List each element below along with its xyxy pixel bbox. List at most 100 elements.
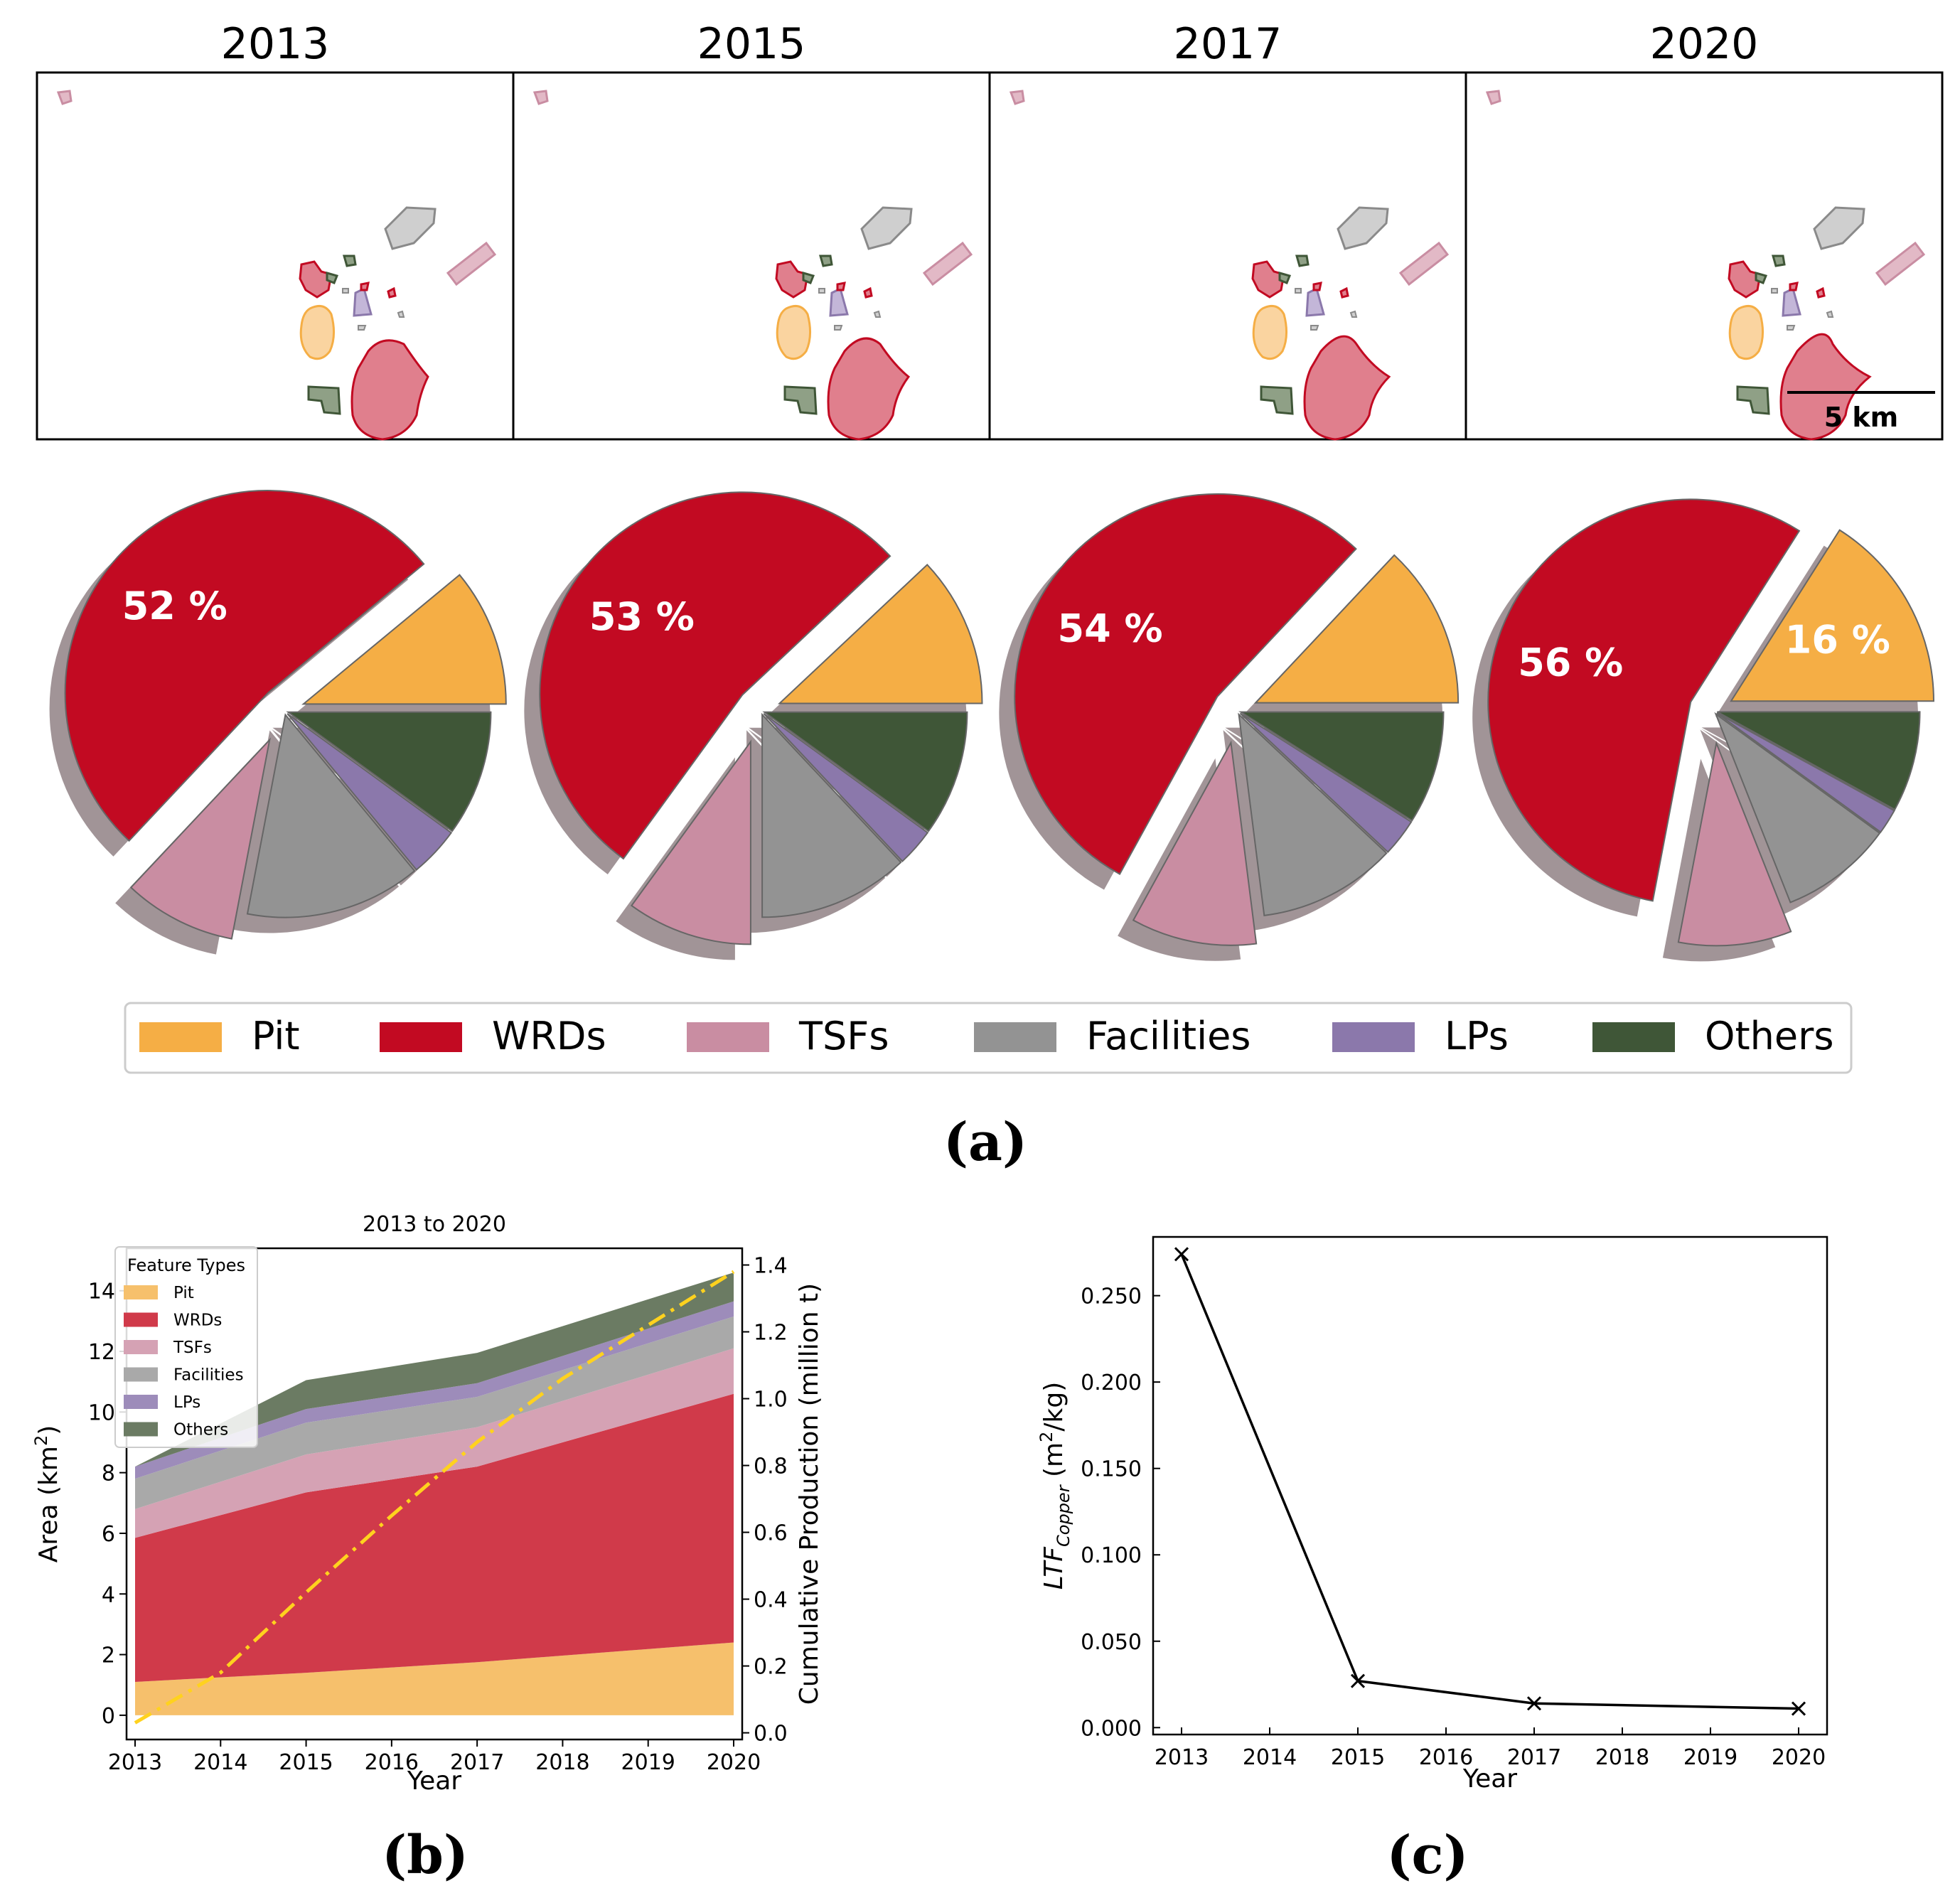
facility-dot xyxy=(834,325,843,331)
lp-polygon xyxy=(353,286,373,317)
area-tsfs xyxy=(135,1348,734,1538)
pie-slice-lps xyxy=(286,713,453,871)
ltf-marker xyxy=(1791,1701,1806,1716)
legend-b-label-lps: LPs xyxy=(173,1393,200,1412)
production-line xyxy=(134,1270,735,1725)
legend-b: Feature Types Pit WRDs TSFs Facilities LPs Oth… xyxy=(114,1246,258,1448)
y-tick-label: 10 xyxy=(88,1400,115,1425)
pie-slice-wrds xyxy=(1487,498,1801,902)
facility-dot xyxy=(1787,325,1796,331)
map-frame xyxy=(1464,71,1944,441)
y-tick-label: 0.000 xyxy=(1081,1716,1142,1741)
pie-slice-facilities xyxy=(246,713,416,918)
y-axis-label-sup: 2 xyxy=(1037,1432,1056,1442)
y-tick-label: 12 xyxy=(88,1340,115,1365)
map-frame xyxy=(512,71,991,441)
facility-dot xyxy=(1771,288,1778,294)
area-others xyxy=(135,1272,734,1467)
plot-frame xyxy=(125,1247,744,1741)
y-axis-label-sub: Copper xyxy=(1054,1484,1073,1547)
area-facilities xyxy=(135,1316,734,1509)
tsf-small-polygon xyxy=(1485,90,1501,105)
legend-swatch-others xyxy=(1592,1022,1675,1052)
x-tick-label: 2013 xyxy=(108,1750,162,1775)
pit-polygon xyxy=(1252,304,1287,360)
y-axis-label-main: Area (km xyxy=(34,1446,63,1562)
y2-tick-label: 1.4 xyxy=(754,1254,788,1279)
others-small-polygon xyxy=(819,254,833,267)
others-small-polygon xyxy=(326,272,339,284)
others-polygon xyxy=(307,385,341,415)
x-tick-label: 2020 xyxy=(1772,1745,1826,1770)
others-small-polygon xyxy=(1295,254,1310,267)
pie-label-pit: 16 % xyxy=(1785,618,1890,663)
pie-slice-wrds xyxy=(539,491,891,860)
x-tick-label: 2016 xyxy=(1419,1745,1473,1770)
map-year-title: 2017 xyxy=(1174,19,1282,69)
wrd-dot-polygon xyxy=(863,286,873,299)
pie-slice-lps xyxy=(1716,712,1895,833)
legend-b-swatch-pit xyxy=(124,1285,158,1299)
pie-2013: 52 % xyxy=(49,490,507,955)
pie-2015: 53 % xyxy=(524,491,983,960)
facility-dot xyxy=(1310,325,1319,331)
pie-slice-others xyxy=(762,711,968,832)
x-tick-label: 2015 xyxy=(1331,1745,1385,1770)
y-tick-label: 2 xyxy=(102,1644,115,1668)
y2-tick-label: 0.6 xyxy=(754,1521,788,1546)
legend-b-swatch-wrds xyxy=(124,1312,158,1327)
pie-slice-others xyxy=(286,711,492,832)
wrd-main-polygon xyxy=(1779,333,1872,441)
legend-b-swatch-facilities xyxy=(124,1367,158,1382)
x-axis-label: Year xyxy=(407,1767,461,1796)
others-small-polygon xyxy=(343,254,357,267)
wrd-north-polygon xyxy=(299,260,333,299)
map-features: 5 km xyxy=(1485,90,1935,441)
legend-label-tsfs: TSFs xyxy=(798,1014,889,1058)
y-tick-label: 14 xyxy=(88,1280,115,1304)
pie-slice-tsfs xyxy=(1677,740,1792,947)
legend-label-facilities: Facilities xyxy=(1086,1014,1251,1058)
y-axis-label: LTFCopper (m2/kg) xyxy=(1037,1382,1073,1590)
others-small-polygon xyxy=(802,272,815,284)
legend-b-swatch-tsfs xyxy=(124,1340,158,1354)
others-polygon xyxy=(783,385,818,415)
lp-polygon xyxy=(1305,286,1325,317)
y-axis-label-mid: (m xyxy=(1039,1442,1069,1486)
pit-polygon xyxy=(776,304,811,360)
y2-tick-label: 0.8 xyxy=(754,1454,788,1479)
legend-swatch-facilities xyxy=(974,1022,1056,1052)
legend-a: Pit WRDs TSFs Facilities LPs Others xyxy=(124,1002,1853,1074)
y-axis-label: Area (km2) xyxy=(31,1425,63,1563)
wrd-dot-polygon xyxy=(387,286,397,299)
map-features xyxy=(1009,90,1450,441)
others-small-polygon xyxy=(1278,272,1292,284)
pie-label-wrds: 52 % xyxy=(122,584,227,628)
legend-label-lps: LPs xyxy=(1445,1014,1509,1058)
x-tick-label: 2015 xyxy=(279,1750,333,1775)
y-tick-label: 8 xyxy=(102,1462,115,1486)
ltf-marker xyxy=(1174,1247,1189,1262)
legend-b-label-facilities: Facilities xyxy=(173,1366,244,1385)
pie-slice-pit xyxy=(1253,554,1460,704)
wrd-dot-polygon xyxy=(1339,286,1349,299)
pit-polygon xyxy=(1728,304,1764,360)
x-tick-label: 2018 xyxy=(1595,1745,1649,1770)
x-tick-label: 2017 xyxy=(450,1750,504,1775)
ltf-line xyxy=(1180,1253,1799,1710)
lp-polygon xyxy=(1782,286,1801,317)
legend-label-wrds: WRDs xyxy=(492,1014,606,1058)
chart-title: 2013 to 2020 xyxy=(363,1212,506,1237)
tsf-rect-polygon xyxy=(922,241,973,286)
wrd-dot-polygon xyxy=(836,282,846,291)
others-polygon xyxy=(1736,385,1770,415)
wrd-north-polygon xyxy=(1251,260,1285,299)
x-tick-label: 2019 xyxy=(621,1750,675,1775)
y-axis-label-sup: 2 xyxy=(31,1435,51,1446)
pie-slice-lps xyxy=(763,712,929,862)
y-tick-label: 4 xyxy=(102,1582,115,1607)
pie-label-wrds: 54 % xyxy=(1058,606,1163,650)
legend-b-label-pit: Pit xyxy=(173,1284,194,1302)
wrd-north-polygon xyxy=(775,260,809,299)
pie-slice-tsfs xyxy=(630,739,751,945)
